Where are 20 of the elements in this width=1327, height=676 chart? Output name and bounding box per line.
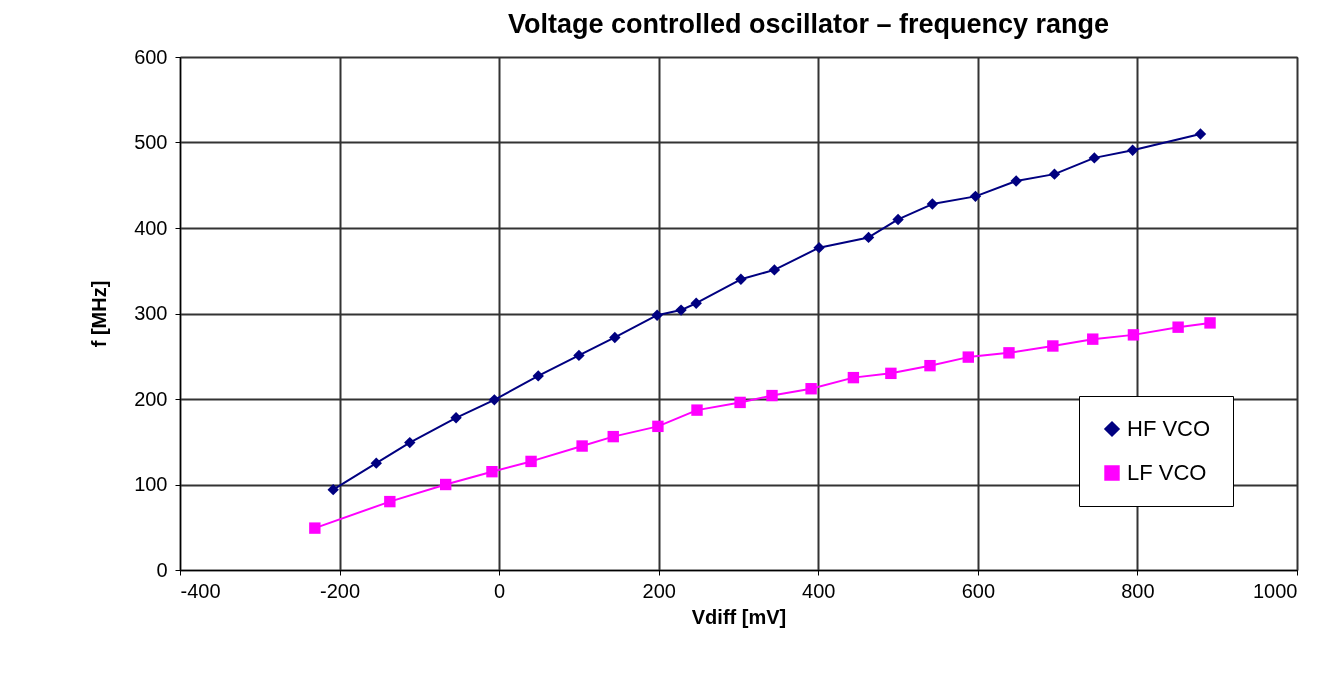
- x-axis-title: Vdiff [mV]: [691, 605, 787, 628]
- x-tick-label: 0: [494, 579, 506, 602]
- y-tick-label: 100: [134, 473, 168, 495]
- x-tick-label: 200: [642, 579, 676, 602]
- y-axis-title: f [MHz]: [88, 280, 111, 348]
- y-tick-label: 500: [134, 131, 168, 153]
- x-tick-label: 800: [1121, 579, 1155, 602]
- y-tick-label: 300: [134, 302, 168, 324]
- y-tick-label: 600: [134, 45, 168, 68]
- x-tick-label: -400: [180, 579, 221, 602]
- y-tick-label: 0: [156, 558, 168, 581]
- legend-label: LF VCO: [1127, 460, 1207, 485]
- x-tick-label: 600: [961, 579, 996, 602]
- y-tick-label: 200: [134, 387, 168, 410]
- x-tick-label: 1000: [1253, 579, 1298, 602]
- x-tick-label: -200: [320, 579, 361, 602]
- chart-title: Voltage controlled oscillator – frequency range: [507, 9, 1110, 39]
- y-tick-label: 400: [134, 216, 168, 239]
- legend-label: HF VCO: [1127, 416, 1211, 441]
- x-tick-label: 400: [802, 579, 836, 602]
